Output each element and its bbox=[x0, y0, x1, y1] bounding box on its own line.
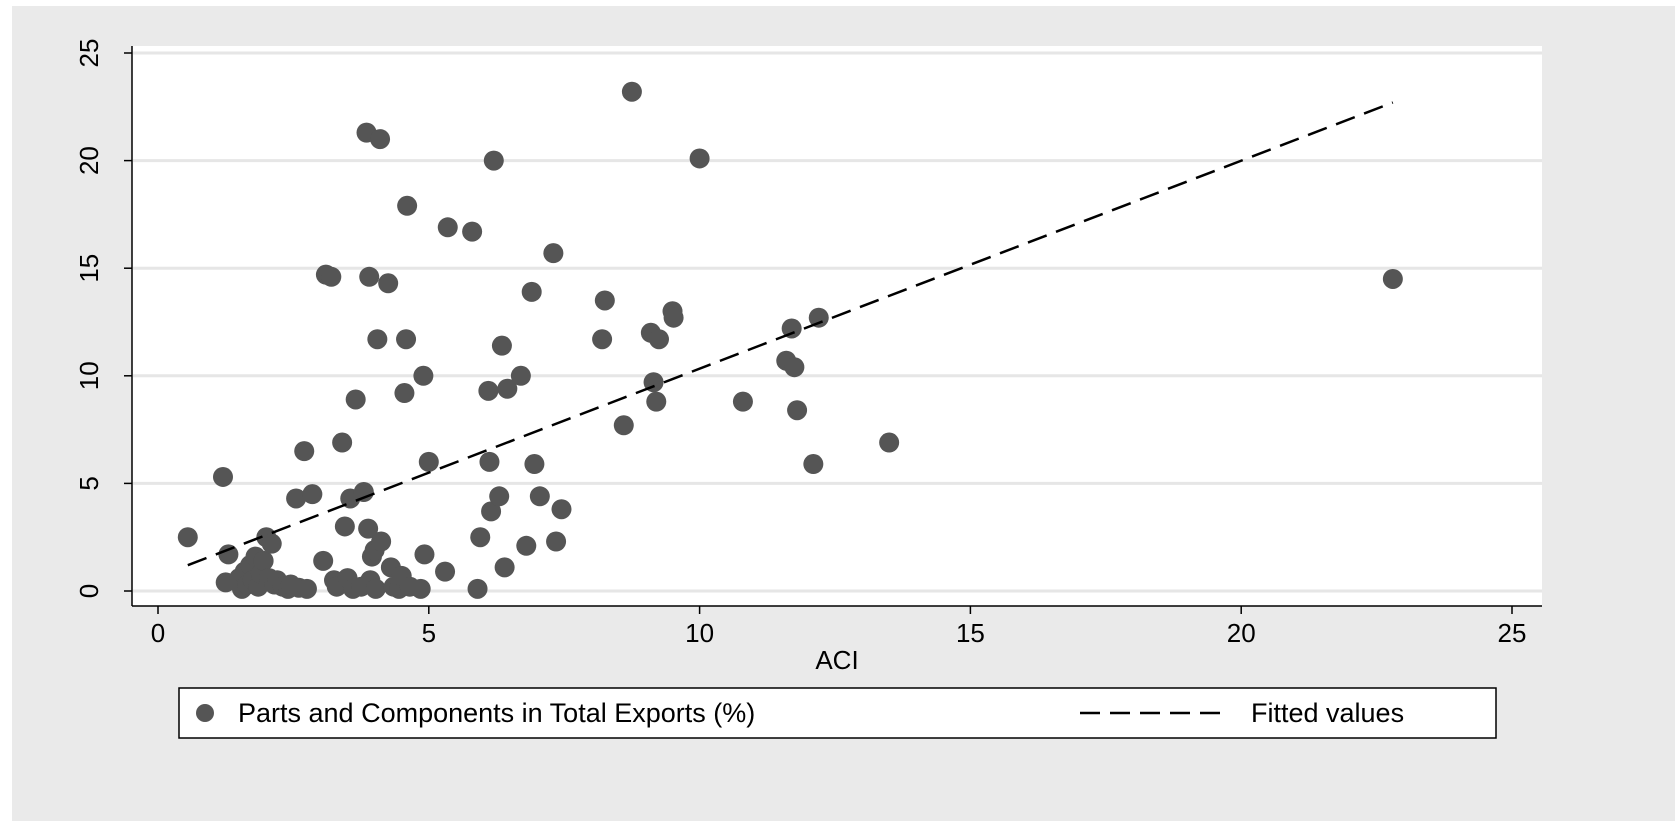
scatter-point bbox=[212, 466, 233, 487]
scatter-point bbox=[489, 486, 510, 507]
legend-label-series-2: Fitted values bbox=[1251, 698, 1404, 728]
scatter-point bbox=[294, 441, 315, 462]
x-tick-label: 15 bbox=[956, 618, 985, 648]
scatter-point bbox=[689, 148, 710, 169]
scatter-point bbox=[414, 544, 435, 565]
y-tick-label: 15 bbox=[74, 254, 104, 283]
scatter-point bbox=[367, 329, 388, 350]
scatter-point bbox=[365, 578, 386, 599]
y-tick-label: 10 bbox=[74, 361, 104, 390]
scatter-point bbox=[803, 454, 824, 475]
scatter-point bbox=[462, 221, 483, 242]
scatter-point bbox=[613, 415, 634, 436]
legend-label-series-1: Parts and Components in Total Exports (%… bbox=[238, 698, 755, 728]
scatter-point bbox=[781, 318, 802, 339]
y-tick-label: 25 bbox=[74, 39, 104, 68]
scatter-point bbox=[594, 290, 615, 311]
scatter-point bbox=[313, 550, 334, 571]
x-tick-label: 0 bbox=[151, 618, 165, 648]
scatter-point bbox=[592, 329, 613, 350]
scatter-point bbox=[648, 329, 669, 350]
y-tick-label: 5 bbox=[74, 476, 104, 490]
scatter-point bbox=[396, 329, 417, 350]
scatter-point bbox=[879, 432, 900, 453]
x-tick-label: 20 bbox=[1227, 618, 1256, 648]
scatter-point bbox=[302, 484, 323, 505]
scatter-point bbox=[524, 454, 545, 475]
scatter-point bbox=[784, 357, 805, 378]
scatter-point bbox=[479, 451, 500, 472]
scatter-point bbox=[286, 488, 307, 509]
scatter-point bbox=[1382, 268, 1403, 289]
scatter-point bbox=[359, 266, 380, 287]
data-points bbox=[177, 81, 1403, 599]
legend-box bbox=[178, 687, 1497, 739]
scatter-point bbox=[646, 391, 667, 412]
scatter-chart: 0 5 10 15 20 25 0 5 10 15 20 25 ACI Parts and Comp… bbox=[74, 39, 1542, 739]
scatter-point bbox=[478, 380, 499, 401]
x-tick-label: 25 bbox=[1498, 618, 1527, 648]
scatter-point bbox=[543, 243, 564, 264]
scatter-point bbox=[435, 561, 456, 582]
scatter-point bbox=[321, 266, 342, 287]
scatter-point bbox=[497, 378, 518, 399]
scatter-point bbox=[663, 307, 684, 328]
scatter-point bbox=[491, 335, 512, 356]
scatter-point bbox=[261, 533, 282, 554]
scatter-point bbox=[787, 400, 808, 421]
scatter-point bbox=[621, 81, 642, 102]
scatter-point bbox=[521, 281, 542, 302]
scatter-point bbox=[413, 365, 434, 386]
scatter-point bbox=[481, 501, 502, 522]
scatter-point bbox=[470, 527, 491, 548]
scatter-point bbox=[732, 391, 753, 412]
x-axis-label: ACI bbox=[815, 645, 858, 675]
scatter-point bbox=[332, 432, 353, 453]
x-tick-label: 5 bbox=[422, 618, 436, 648]
legend: Parts and Components in Total Exports (%… bbox=[178, 687, 1497, 739]
y-axis-ticks: 0 5 10 15 20 25 bbox=[74, 39, 132, 598]
scatter-point bbox=[371, 531, 392, 552]
legend-marker-dot bbox=[196, 704, 214, 722]
scatter-point bbox=[177, 527, 198, 548]
fitted-line bbox=[187, 101, 1394, 567]
scatter-point bbox=[397, 195, 418, 216]
scatter-point bbox=[394, 383, 415, 404]
scatter-point bbox=[808, 307, 829, 328]
scatter-point bbox=[529, 486, 550, 507]
scatter-point bbox=[410, 578, 431, 599]
scatter-point bbox=[253, 550, 274, 571]
y-tick-label: 20 bbox=[74, 146, 104, 175]
scatter-point bbox=[370, 129, 391, 150]
scatter-point bbox=[437, 217, 458, 238]
scatter-point bbox=[218, 544, 239, 565]
x-axis-ticks: 0 5 10 15 20 25 bbox=[151, 606, 1527, 648]
scatter-point bbox=[296, 578, 317, 599]
scatter-point bbox=[334, 516, 355, 537]
scatter-point bbox=[546, 531, 567, 552]
scatter-point bbox=[494, 557, 515, 578]
x-tick-label: 10 bbox=[685, 618, 714, 648]
scatter-point bbox=[378, 273, 399, 294]
fitted-values-line bbox=[187, 101, 1394, 567]
scatter-point bbox=[418, 451, 439, 472]
scatter-point bbox=[483, 150, 504, 171]
scatter-point bbox=[345, 389, 366, 410]
chart-container: 0 5 10 15 20 25 0 5 10 15 20 25 ACI Parts and Comp… bbox=[12, 6, 1675, 821]
scatter-point bbox=[467, 578, 488, 599]
y-tick-label: 0 bbox=[74, 584, 104, 598]
scatter-point bbox=[516, 535, 537, 556]
scatter-point bbox=[551, 499, 572, 520]
scatter-point bbox=[358, 518, 379, 539]
scatter-point bbox=[510, 365, 531, 386]
